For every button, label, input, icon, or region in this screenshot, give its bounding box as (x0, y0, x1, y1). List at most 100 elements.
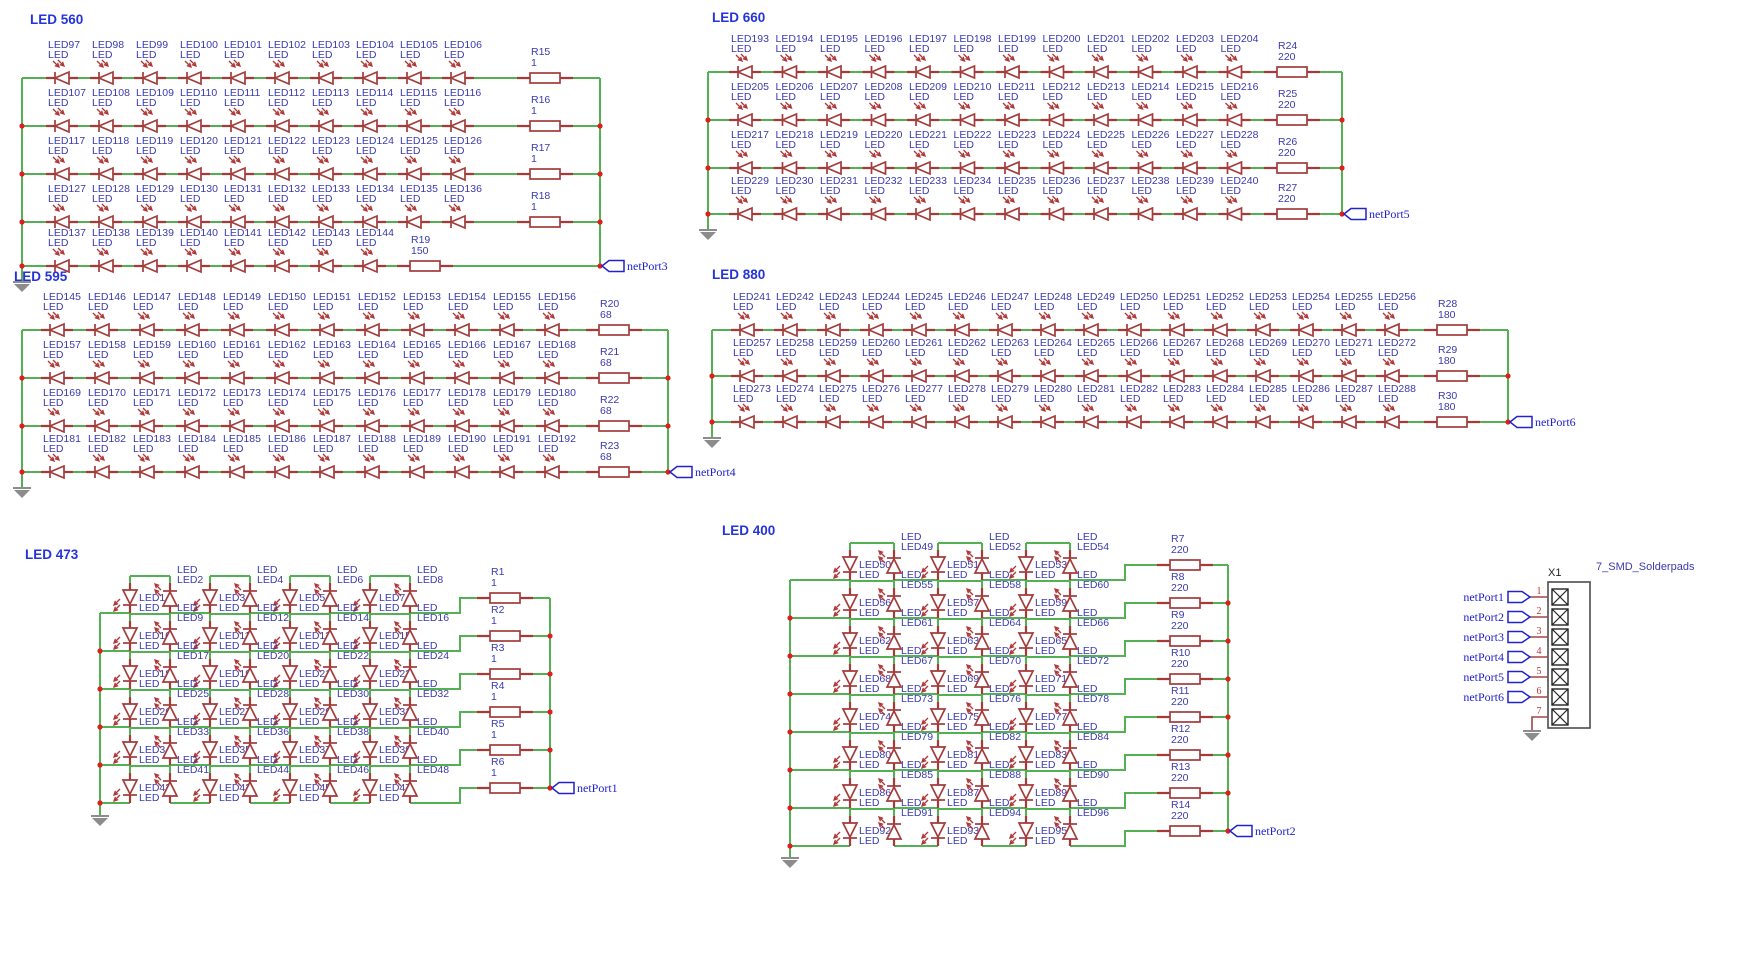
component-R3[interactable]: R31 (477, 642, 533, 680)
port-netPort6[interactable]: netPort6 (1508, 415, 1576, 429)
gnd-symbol[interactable] (1523, 730, 1541, 741)
gnd-symbol[interactable] (703, 437, 721, 448)
port-netPort3[interactable]: netPort3 (1463, 630, 1532, 644)
port-netPort2[interactable]: netPort2 (1228, 824, 1296, 838)
port-netPort1[interactable]: netPort1 (550, 781, 618, 795)
gnd-symbol[interactable] (781, 857, 799, 868)
port-netPort5[interactable]: netPort5 (1463, 670, 1532, 684)
